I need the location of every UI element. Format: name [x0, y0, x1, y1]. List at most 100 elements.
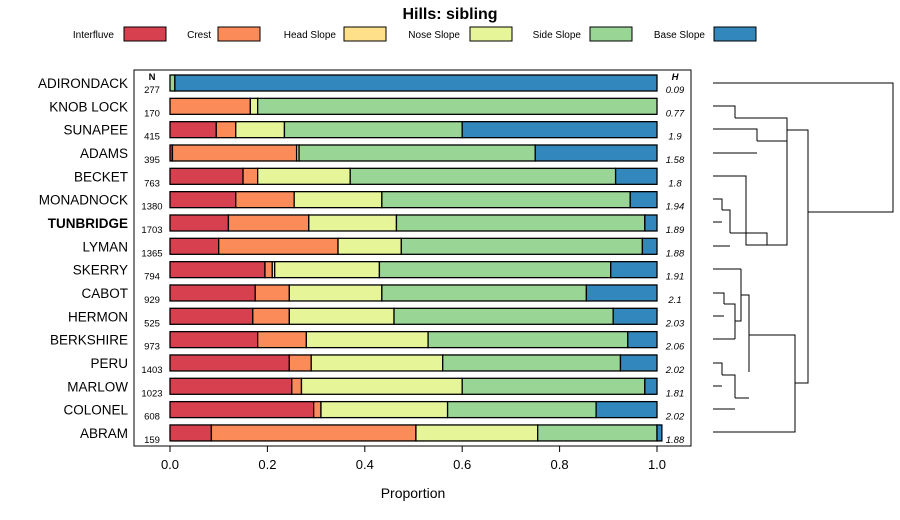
row-h-value: 2.06: [665, 342, 685, 353]
row-n-value: 608: [144, 412, 160, 423]
row-label: SKERRY: [73, 263, 128, 278]
bar-segment-side-slope: [378, 260, 612, 279]
legend-label-head-slope: Head Slope: [284, 30, 337, 41]
row-n-value: 1023: [141, 388, 162, 399]
row-n-value: 929: [144, 295, 160, 306]
bar-segment-side-slope: [169, 74, 176, 92]
bar-segment-base-slope: [610, 260, 658, 279]
dendrogram-branch: [713, 105, 736, 118]
chart-title: Hills: sibling: [402, 6, 497, 23]
legend-label-nose-slope: Nose Slope: [408, 30, 460, 41]
dendrogram-branch: [722, 374, 736, 398]
row-label: CABOT: [81, 286, 128, 301]
bar-segment-crest: [313, 400, 322, 419]
bar-segment-nose-slope: [235, 121, 286, 139]
row-h-value: 1.8: [668, 178, 682, 189]
bar-segment-side-slope: [395, 214, 646, 232]
bar-segment-side-slope: [446, 400, 597, 419]
legend-swatch-interfluve: [123, 26, 167, 42]
bar-segment-crest: [288, 354, 312, 372]
dendrogram-branch: [713, 292, 725, 304]
row-h-value: 1.9: [668, 132, 682, 143]
bar-row: KNOB LOCK 170 0.77: [49, 97, 685, 119]
bar-row: ABRAM 159 1.88: [80, 424, 685, 446]
dendrogram-branch: [787, 129, 809, 212]
legend-swatch-nose-slope: [469, 26, 513, 42]
row-h-value: 2.03: [665, 318, 685, 329]
bar-segment-nose-slope: [274, 260, 381, 279]
bar-segment-interfluve: [169, 284, 256, 302]
row-h-value: 0.77: [666, 108, 685, 119]
bar-segment-crest: [254, 284, 290, 302]
x-tick-label: 0.2: [258, 457, 276, 472]
bar-segment-nose-slope: [320, 400, 449, 419]
bar-segment-nose-slope: [305, 330, 429, 349]
bar-segment-nose-slope: [300, 377, 463, 395]
bar-segment-side-slope: [400, 237, 644, 255]
dendrogram-branch: [713, 362, 723, 375]
row-label: SUNAPEE: [63, 123, 128, 138]
row-n-value: 1365: [141, 248, 162, 259]
bar-segment-base-slope: [629, 190, 658, 209]
bar-segment-base-slope: [641, 237, 658, 255]
bar-segment-base-slope: [595, 400, 658, 419]
row-n-value: 1703: [141, 225, 162, 236]
bar-segment-interfluve: [169, 190, 237, 209]
legend-label-base-slope: Base Slope: [654, 30, 706, 41]
row-h-value: 1.94: [666, 202, 685, 213]
bar-segment-interfluve: [169, 307, 254, 325]
bar-segment-side-slope: [461, 377, 646, 395]
plot-frame: [133, 69, 692, 447]
bar-segment-base-slope: [656, 424, 663, 442]
dendrogram-branch: [713, 175, 767, 246]
bar-row: PERU 1403 2.02: [90, 354, 685, 376]
dendrogram-branch: [730, 232, 768, 245]
x-axis: 0.0 0.2 0.4 0.6 0.8 1.0: [161, 446, 666, 472]
row-h-value: 1.81: [666, 388, 685, 399]
bar-segment-interfluve: [169, 214, 230, 232]
dendrogram-branch: [722, 209, 731, 233]
bar-row: CABOT 929 2.1: [81, 284, 682, 306]
bar-rows: ADIRONDACK 277 0.09 KNOB LOCK 170 0.77 SUNAPEE…: [38, 74, 685, 446]
bar-row: SKERRY 794 1.91: [73, 260, 684, 283]
bar-segment-side-slope: [381, 190, 631, 209]
row-h-value: 1.88: [666, 435, 685, 446]
bar-segment-interfluve: [169, 167, 244, 185]
bar-segment-side-slope: [349, 167, 617, 185]
bar-segment-crest: [215, 121, 237, 139]
bar-segment-side-slope: [283, 121, 463, 139]
bar-segment-nose-slope: [308, 214, 398, 232]
bar-row: ADIRONDACK 277 0.09: [38, 74, 685, 96]
bar-segment-crest: [169, 97, 252, 115]
bar-segment-side-slope: [427, 330, 629, 349]
dendrogram-branch: [713, 198, 723, 210]
row-n-value: 973: [144, 342, 160, 353]
bar-segment-nose-slope: [310, 354, 444, 372]
legend-swatch-side-slope: [589, 26, 633, 42]
bar-segment-interfluve: [169, 237, 220, 255]
bar-segment-side-slope: [537, 424, 658, 442]
bar-row: LYMAN 1365 1.88: [82, 237, 685, 259]
row-label: ADIRONDACK: [38, 76, 128, 91]
bar-row: HERMON 525 2.03: [68, 307, 685, 329]
bar-segment-crest: [210, 424, 417, 442]
row-h-value: 1.88: [666, 248, 685, 259]
bar-segment-side-slope: [257, 97, 658, 115]
row-n-value: 525: [144, 318, 160, 329]
bar-segment-base-slope: [619, 354, 658, 372]
bar-segment-interfluve: [169, 424, 213, 442]
legend-swatch-crest: [217, 26, 261, 42]
n-header: N: [149, 72, 156, 83]
dendrogram-branch: [713, 128, 758, 141]
row-h-value: 1.58: [666, 155, 685, 166]
dendrogram-branch: [795, 212, 809, 384]
bar-segment-interfluve: [169, 400, 315, 419]
row-n-value: 415: [144, 132, 160, 143]
bar-row: MONADNOCK 1380 1.94: [39, 190, 685, 213]
bar-segment-base-slope: [627, 330, 658, 349]
bar-segment-crest: [227, 214, 310, 232]
x-tick-label: 0.6: [453, 457, 471, 472]
row-label: BECKET: [74, 169, 128, 184]
bar-segment-side-slope: [442, 354, 622, 372]
row-n-value: 1380: [141, 202, 162, 213]
